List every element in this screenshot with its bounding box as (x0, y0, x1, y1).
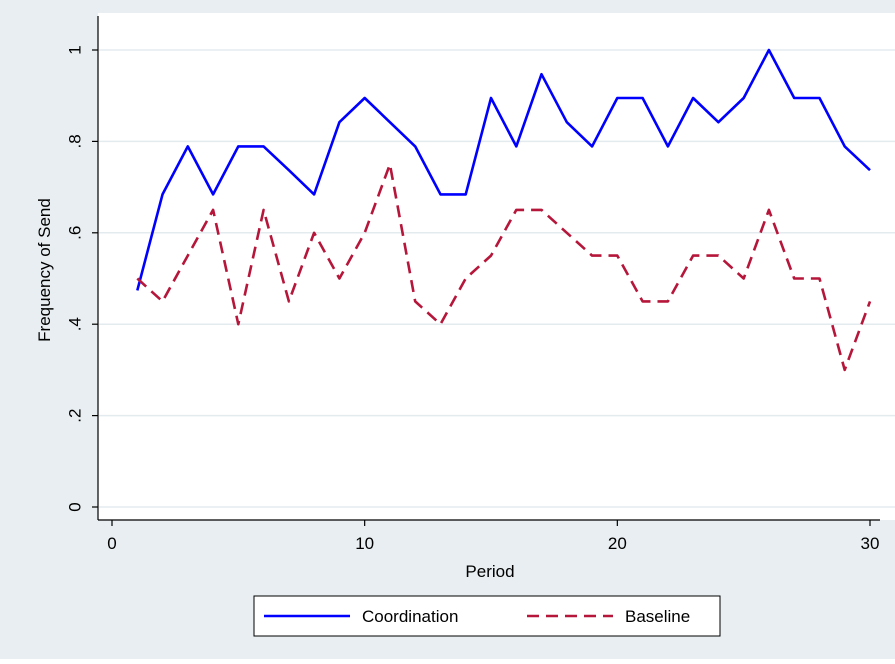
y-axis-title: Frequency of Send (35, 198, 54, 342)
y-tick-label-0: 0 (66, 502, 85, 511)
grid-layer (99, 49, 895, 508)
series-line-baseline (136, 163, 872, 372)
x-axis-title: Period (465, 562, 514, 581)
tick-layer: 0.2.4.6.810 10 20 30 (66, 45, 880, 553)
legend-label-coordination: Coordination (362, 607, 458, 626)
legend-entries: Coordination Baseline (264, 607, 690, 626)
x-tick-label-0: 0 (107, 534, 116, 553)
series-line-coordination (136, 48, 871, 291)
legend-label-baseline: Baseline (625, 607, 690, 626)
x-tick-label-3: 30 (861, 534, 880, 553)
y-tick-label-3: .6 (66, 226, 85, 240)
x-tick-label-2: 20 (608, 534, 627, 553)
y-tick-label-5: 1 (66, 45, 85, 54)
legend-box (253, 595, 721, 637)
series-layer (136, 48, 872, 372)
axis-layer (97, 16, 880, 521)
x-tick-label-1: 10 (355, 534, 374, 553)
legend: Coordination Baseline (253, 595, 721, 637)
plot-area-background (98, 13, 895, 520)
y-tick-label-2: .4 (66, 317, 85, 331)
y-tick-label-1: .2 (66, 409, 85, 423)
y-tick-label-4: .8 (66, 134, 85, 148)
